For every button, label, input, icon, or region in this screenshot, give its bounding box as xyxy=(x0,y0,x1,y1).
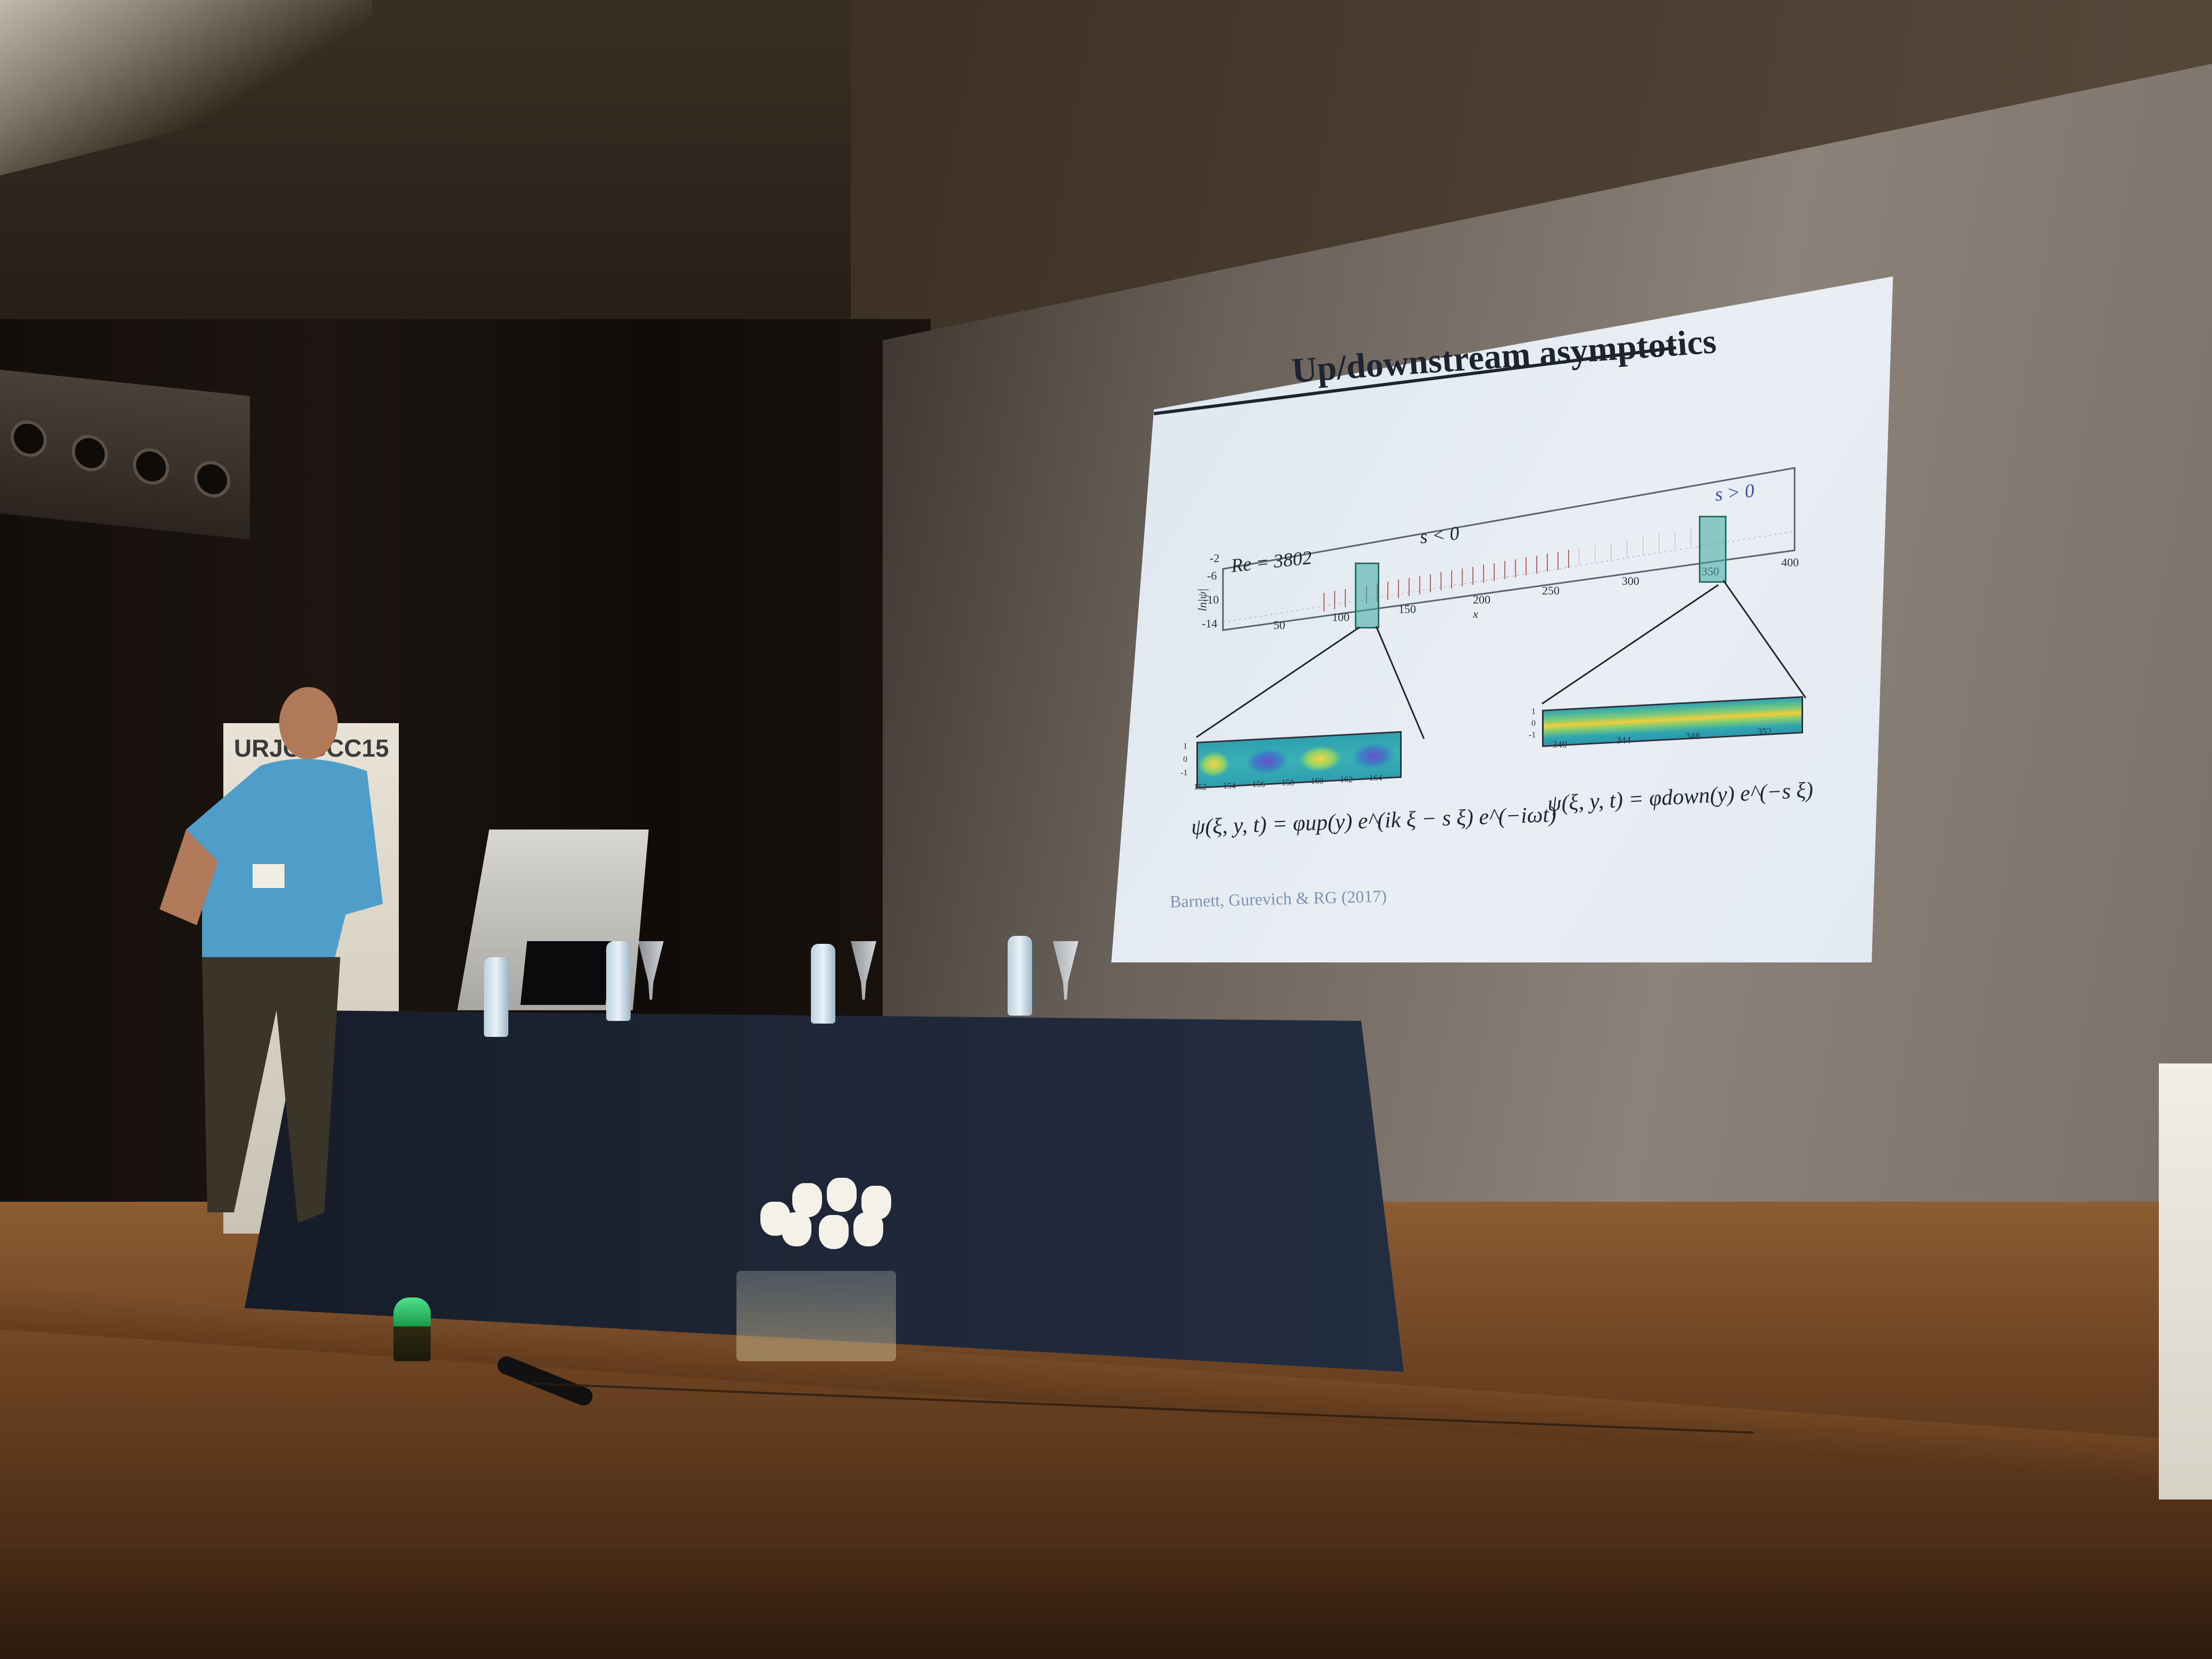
x-tick: 154 xyxy=(1223,782,1236,791)
y-tick: -1 xyxy=(1529,731,1536,740)
stage-timer-light xyxy=(393,1297,431,1361)
water-bottle xyxy=(484,957,508,1037)
speaker-array xyxy=(0,370,250,540)
x-tick: 200 xyxy=(1473,593,1490,606)
x-tick: 348 xyxy=(1686,731,1700,741)
x-tick: 300 xyxy=(1622,574,1639,588)
x-tick: 340 xyxy=(1553,739,1567,750)
tulip xyxy=(792,1183,822,1217)
water-bottle xyxy=(606,941,631,1021)
tulip xyxy=(819,1215,849,1249)
water-bottle xyxy=(811,944,835,1024)
signal-plot xyxy=(1222,467,1796,631)
x-tick: 50 xyxy=(1273,618,1285,632)
s-negative-label: s < 0 xyxy=(1419,522,1461,548)
water-bottle xyxy=(1008,936,1032,1016)
zoom-region-upstream xyxy=(1355,563,1379,629)
laptop xyxy=(520,941,613,1005)
x-tick: 352 xyxy=(1757,726,1772,737)
x-tick: 152 xyxy=(1194,783,1206,792)
flower-vase xyxy=(736,1271,896,1361)
loudspeaker xyxy=(194,459,230,499)
x-tick: 158 xyxy=(1281,778,1294,787)
loudspeaker xyxy=(133,446,169,487)
y-tick: 1 xyxy=(1531,707,1536,716)
x-tick: 250 xyxy=(1542,584,1560,597)
y-tick: 0 xyxy=(1531,719,1536,728)
y-tick: -14 xyxy=(1202,617,1218,630)
x-tick: 344 xyxy=(1616,735,1631,745)
y-tick: -10 xyxy=(1203,593,1219,606)
side-banner xyxy=(2159,1063,2212,1499)
s-positive-label: s > 0 xyxy=(1714,480,1756,505)
x-tick: 160 xyxy=(1311,777,1323,786)
tulip xyxy=(827,1178,857,1212)
x-tick: 150 xyxy=(1398,602,1416,616)
x-tick: 156 xyxy=(1252,780,1265,789)
y-tick: -1 xyxy=(1180,768,1188,777)
presenter xyxy=(160,687,383,1223)
x-tick: 400 xyxy=(1781,556,1799,569)
loudspeaker xyxy=(72,433,108,473)
x-tick: 100 xyxy=(1332,610,1350,624)
y-tick: -2 xyxy=(1210,551,1220,565)
tulip xyxy=(782,1212,811,1246)
x-axis-label: x xyxy=(1473,607,1478,621)
x-tick: 162 xyxy=(1340,775,1353,784)
loudspeaker xyxy=(11,418,47,459)
y-tick: -6 xyxy=(1207,569,1217,582)
x-tick: 164 xyxy=(1369,774,1382,783)
y-tick: 0 xyxy=(1183,755,1187,764)
zoom-region-downstream xyxy=(1699,516,1727,583)
tulip xyxy=(853,1212,883,1246)
y-tick: 1 xyxy=(1183,742,1187,751)
